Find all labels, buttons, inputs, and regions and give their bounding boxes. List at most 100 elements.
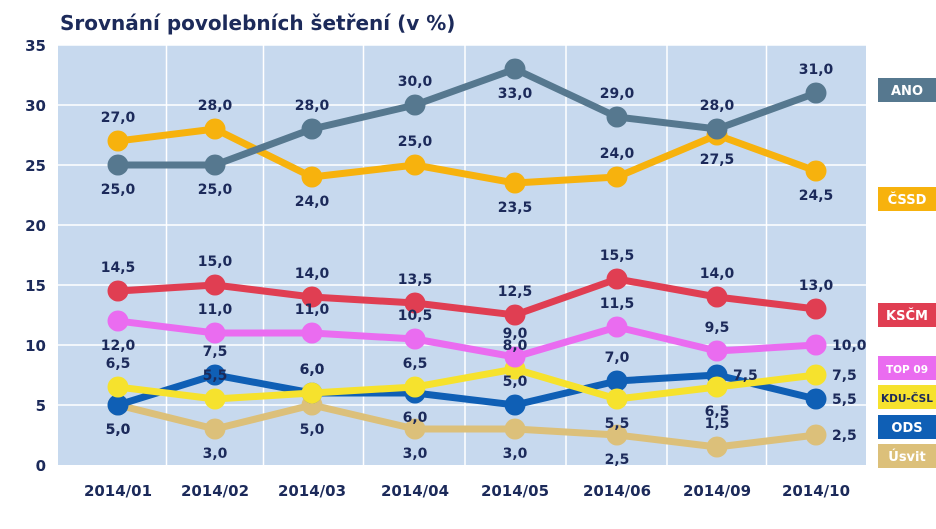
data-point bbox=[805, 424, 827, 446]
data-point bbox=[107, 154, 129, 176]
data-label: 15,0 bbox=[198, 254, 233, 270]
legend-label: KSČM bbox=[886, 308, 928, 324]
data-label: 28,0 bbox=[700, 98, 735, 114]
data-point bbox=[805, 298, 827, 320]
legend-item-ks-m: KSČM bbox=[878, 303, 936, 327]
legend-item-top-09: TOP 09 bbox=[878, 356, 936, 380]
data-label: 29,0 bbox=[600, 86, 635, 102]
data-label: 15,5 bbox=[600, 248, 635, 264]
data-point bbox=[606, 268, 628, 290]
data-label: 33,0 bbox=[498, 86, 533, 102]
data-point bbox=[504, 58, 526, 80]
data-point bbox=[805, 364, 827, 386]
data-point bbox=[404, 418, 426, 440]
legend-label: KDU-ČSL bbox=[881, 392, 933, 405]
series-ano bbox=[107, 58, 827, 176]
data-label: 14,5 bbox=[101, 260, 136, 276]
data-label: 9,0 bbox=[503, 326, 528, 342]
data-label: 11,5 bbox=[600, 296, 635, 312]
series-top-09 bbox=[107, 310, 827, 368]
data-label: 25,0 bbox=[398, 134, 433, 150]
data-label: 30,0 bbox=[398, 74, 433, 90]
data-point bbox=[606, 106, 628, 128]
x-tick-label: 2014/10 bbox=[782, 482, 850, 500]
data-label: 1,5 bbox=[705, 416, 730, 432]
series-line bbox=[114, 65, 820, 169]
data-label: 10,0 bbox=[832, 338, 867, 354]
y-tick-label: 0 bbox=[36, 457, 46, 475]
data-point bbox=[301, 322, 323, 344]
x-tick-label: 2014/04 bbox=[381, 482, 449, 500]
data-point bbox=[204, 322, 226, 344]
data-label: 25,0 bbox=[198, 182, 233, 198]
x-tick-label: 2014/09 bbox=[683, 482, 751, 500]
data-point bbox=[107, 280, 129, 302]
data-label: 7,0 bbox=[605, 350, 630, 366]
data-label: 5,0 bbox=[106, 422, 131, 438]
y-tick-label: 25 bbox=[25, 157, 46, 175]
data-label: 14,0 bbox=[295, 266, 330, 282]
data-point bbox=[805, 82, 827, 104]
x-tick-label: 2014/02 bbox=[181, 482, 249, 500]
data-point bbox=[301, 382, 323, 404]
data-point bbox=[204, 364, 226, 386]
data-label: 3,0 bbox=[403, 446, 428, 462]
legend-label: ODS bbox=[891, 421, 922, 436]
legend-item--ssd: ČSSD bbox=[878, 187, 936, 211]
x-tick-label: 2014/01 bbox=[84, 482, 152, 500]
data-label: 27,5 bbox=[700, 152, 735, 168]
data-label: 5,5 bbox=[605, 416, 630, 432]
legend-item-kdu-sl: KDU-ČSL bbox=[878, 385, 936, 409]
legend: ANO ČSSD KSČM TOP 09 KDU-ČSL ODS Úsvit bbox=[878, 78, 936, 468]
legend-swatch bbox=[878, 303, 936, 327]
data-label: 5,0 bbox=[503, 374, 528, 390]
x-axis-ticks: 2014/01 2014/02 2014/03 2014/04 2014/05 2014/… bbox=[84, 482, 850, 500]
legend-swatch bbox=[878, 187, 936, 211]
y-tick-label: 5 bbox=[36, 397, 46, 415]
data-label: 5,0 bbox=[300, 422, 325, 438]
data-label: 5,0 bbox=[106, 422, 131, 438]
data-point bbox=[606, 166, 628, 188]
legend-label: ANO bbox=[891, 84, 923, 99]
data-label: 12,0 bbox=[101, 338, 136, 354]
data-point bbox=[107, 310, 129, 332]
legend-item--svit: Úsvit bbox=[878, 444, 936, 468]
legend-swatch bbox=[878, 78, 936, 102]
data-point bbox=[606, 424, 628, 446]
data-point bbox=[706, 436, 728, 458]
data-point bbox=[706, 376, 728, 398]
x-tick-label: 2014/05 bbox=[481, 482, 549, 500]
data-point bbox=[301, 286, 323, 308]
data-point bbox=[504, 172, 526, 194]
data-label: 5,5 bbox=[832, 392, 857, 408]
series-line bbox=[114, 371, 820, 409]
data-label: 7,5 bbox=[203, 344, 228, 360]
data-labels: 5,03,05,03,0 3,0 2,51,52,55,07,56,06,05,07… bbox=[101, 62, 867, 468]
data-point bbox=[805, 388, 827, 410]
legend-swatch bbox=[878, 415, 936, 439]
data-label: 8,0 bbox=[503, 338, 528, 354]
data-label: 31,0 bbox=[799, 62, 834, 78]
data-point bbox=[404, 154, 426, 176]
data-point bbox=[107, 394, 129, 416]
data-label: 11,0 bbox=[295, 302, 330, 318]
data-label: 13,5 bbox=[398, 272, 433, 288]
data-point bbox=[706, 118, 728, 140]
data-label: 28,0 bbox=[295, 98, 330, 114]
data-point bbox=[404, 328, 426, 350]
data-point bbox=[204, 118, 226, 140]
data-label: 2,5 bbox=[605, 452, 630, 468]
y-tick-label: 20 bbox=[25, 217, 46, 235]
data-point bbox=[107, 130, 129, 152]
data-label: 10,5 bbox=[398, 308, 433, 324]
series-kdu-sl bbox=[107, 358, 827, 410]
data-point bbox=[107, 376, 129, 398]
data-label: 6,5 bbox=[705, 404, 730, 420]
series-line bbox=[114, 365, 820, 403]
data-label: 28,0 bbox=[198, 98, 233, 114]
legend-swatch bbox=[878, 356, 936, 380]
data-label: 3,0 bbox=[203, 446, 228, 462]
data-point bbox=[404, 292, 426, 314]
data-label: 6,5 bbox=[106, 356, 131, 372]
